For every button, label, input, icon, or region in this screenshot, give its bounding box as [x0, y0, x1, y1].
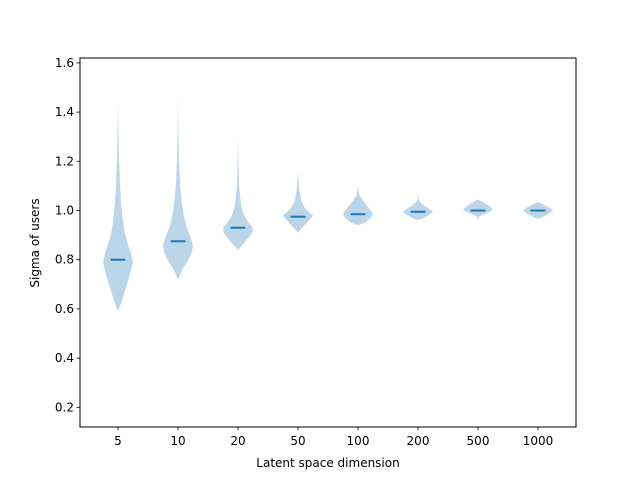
x-tick-label-10: 10 — [170, 434, 185, 448]
violin-body-10 — [163, 94, 193, 280]
y-tick-label: 1.0 — [55, 204, 74, 218]
x-tick-label-50: 50 — [290, 434, 305, 448]
violin-body-5 — [103, 99, 133, 312]
x-axis-ticks: 5 10 20 50 100 200 500 1000 — [114, 427, 553, 448]
x-tick-label-100: 100 — [347, 434, 370, 448]
violin-body-20 — [223, 139, 253, 250]
x-tick-label-500: 500 — [467, 434, 490, 448]
y-tick-label: 0.2 — [55, 400, 74, 414]
y-tick-label: 1.4 — [55, 105, 74, 119]
violin-body-100 — [343, 185, 373, 226]
y-axis-ticks: 0.2 0.4 0.6 0.8 1.0 1.2 1.4 1.6 — [55, 56, 80, 414]
plot-frame — [79, 57, 577, 428]
y-tick-label: 0.4 — [55, 351, 74, 365]
x-tick-label-5: 5 — [114, 434, 122, 448]
x-tick-label-20: 20 — [230, 434, 245, 448]
y-tick-label: 1.2 — [55, 154, 74, 168]
violin-body-200 — [403, 193, 433, 221]
x-axis-label: Latent space dimension — [256, 456, 399, 470]
y-axis-label: Sigma of users — [28, 198, 42, 287]
y-tick-label: 0.8 — [55, 253, 74, 267]
y-tick-label: 0.6 — [55, 302, 74, 316]
plot-area — [103, 94, 553, 312]
y-tick-label: 1.6 — [55, 56, 74, 70]
x-tick-label-200: 200 — [407, 434, 430, 448]
x-tick-label-1000: 1000 — [523, 434, 554, 448]
